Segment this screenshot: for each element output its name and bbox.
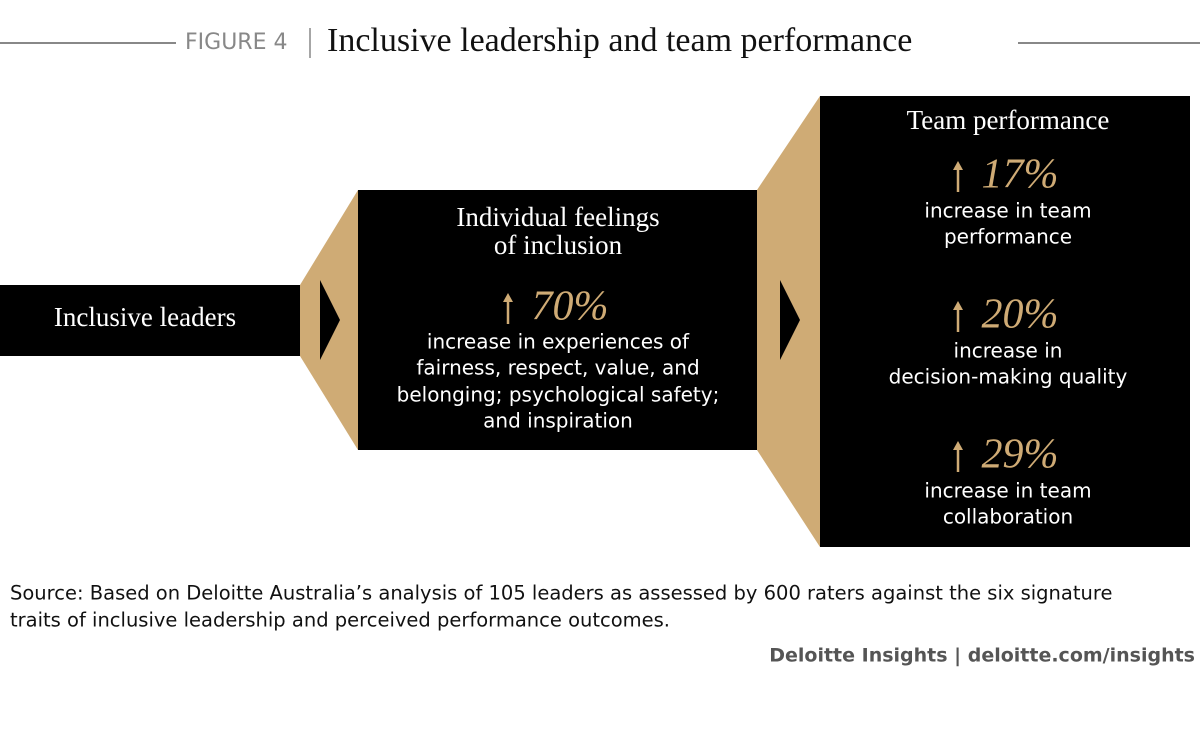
figure-label: FIGURE 4	[185, 30, 287, 55]
stage-box	[820, 96, 1190, 547]
stat-value: 17%	[982, 152, 1059, 198]
arrowhead	[780, 280, 800, 360]
stage-title: Team performance	[907, 105, 1110, 135]
stat-value: 20%	[982, 292, 1059, 338]
arrowhead	[320, 280, 340, 360]
stage-title: Individual feelings	[456, 202, 659, 232]
stage-box	[358, 190, 757, 450]
figure-title: Inclusive leadership and team performanc…	[327, 22, 912, 59]
credit: Deloitte Insights | deloitte.com/insight…	[769, 645, 1195, 667]
stat-text: decision-making quality	[889, 365, 1128, 389]
stat-text: increase in team	[924, 199, 1091, 223]
stage-title: of inclusion	[494, 230, 623, 260]
stat-value: 29%	[982, 432, 1059, 478]
up-arrow-head	[953, 441, 963, 450]
stat-text: collaboration	[943, 505, 1073, 529]
up-arrow-head	[953, 301, 963, 310]
stat-text: fairness, respect, value, and	[416, 356, 699, 380]
source-note: traits of inclusive leadership and perce…	[10, 609, 670, 632]
up-arrow-head	[953, 161, 963, 170]
stat-text: increase in	[954, 339, 1063, 363]
stat-text: performance	[944, 225, 1072, 249]
up-arrow-head	[503, 293, 513, 302]
stat-text: belonging; psychological safety;	[397, 383, 720, 407]
source-note: Source: Based on Deloitte Australia’s an…	[10, 582, 1112, 605]
stage-title: Inclusive leaders	[54, 302, 236, 332]
stat-text: and inspiration	[483, 409, 633, 433]
stage-box	[0, 285, 300, 356]
stat-value: 70%	[532, 284, 609, 330]
stat-text: increase in experiences of	[427, 330, 690, 354]
stat-text: increase in team	[924, 479, 1091, 503]
